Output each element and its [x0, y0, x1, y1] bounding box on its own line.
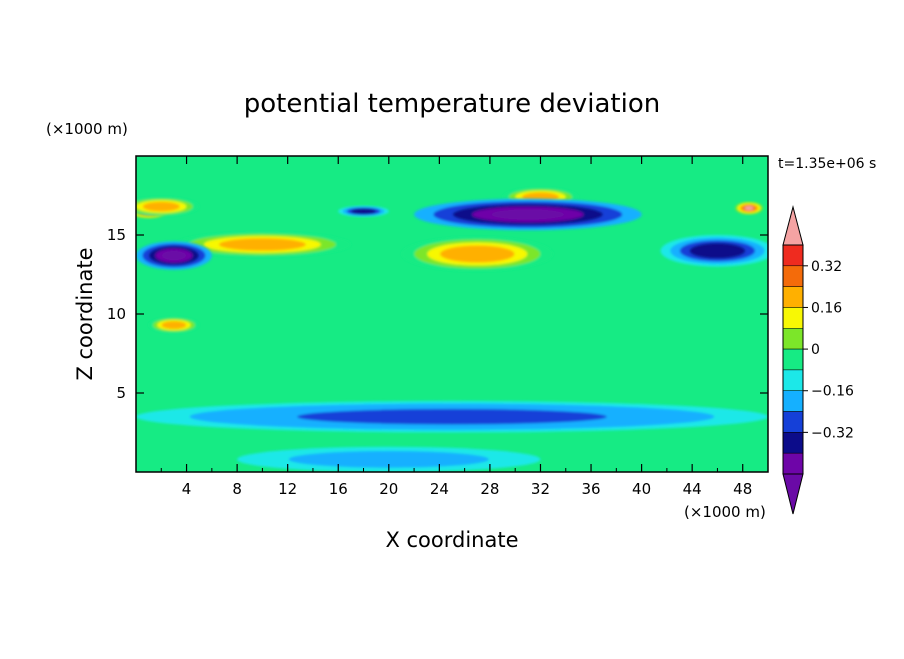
y-tick-label: 5: [116, 384, 126, 402]
contour-feature-cold: [237, 446, 541, 472]
x-tick-label: 40: [632, 480, 651, 498]
colorbar-box: [782, 328, 804, 350]
contour-level: [234, 240, 291, 249]
x-tick-label: 4: [182, 480, 192, 498]
contour-fields: [136, 187, 768, 472]
x-tick-label: 32: [531, 480, 550, 498]
contour-feature-warm: [401, 236, 554, 272]
colorbar-min-triangle: [782, 473, 804, 515]
time-label: t=1.35e+06 s: [778, 156, 876, 172]
colorbar-tick-label: 0.32: [811, 259, 842, 275]
x-tick-label: 28: [480, 480, 499, 498]
contour-feature-cold: [338, 205, 389, 217]
colorbar-box: [782, 286, 804, 308]
y-tick-label: 10: [107, 305, 126, 323]
x-tick-label: 16: [329, 480, 348, 498]
colorbar-box: [782, 369, 804, 391]
y-axis: 5 10 15: [107, 226, 768, 402]
x-tick-label: 8: [232, 480, 242, 498]
x-axis: 4 8 12 16 20 24 28 32 36 40 44 48: [160, 156, 752, 498]
colorbar-tick-label: 0: [811, 342, 820, 358]
colorbar: 0.32 0.16 0 −0.16 −0.32: [782, 205, 854, 515]
colorbar-box: [782, 390, 804, 412]
colorbar-box: [782, 348, 804, 371]
colorbar-frame: [782, 244, 804, 475]
colorbar-box: [782, 411, 804, 433]
contour-feature-cold: [660, 235, 768, 267]
colorbar-tick-label: −0.32: [811, 425, 854, 441]
x-tick-label: 36: [581, 480, 600, 498]
colorbar-box: [782, 432, 804, 454]
contour-feature-cold: [414, 198, 642, 231]
contour-level: [744, 206, 754, 211]
colorbar-box: [782, 244, 804, 267]
x-tick-label: 12: [278, 480, 297, 498]
contour-level: [453, 248, 502, 260]
contour-level: [699, 245, 736, 256]
contour-level: [161, 250, 187, 261]
x-axis-label: X coordinate: [385, 528, 518, 552]
contour-feature-warm: [173, 231, 351, 258]
contour-feature-warm: [136, 197, 200, 217]
x-unit-label: (×1000 m): [684, 503, 766, 521]
x-tick-label: 20: [379, 480, 398, 498]
y-tick-label: 15: [107, 226, 126, 244]
contour-feature-cold: [136, 400, 768, 433]
x-tick-label: 44: [683, 480, 702, 498]
colorbar-tick-label: 0.16: [811, 300, 842, 316]
y-unit-label: (×1000 m): [46, 120, 128, 138]
x-tick-label: 48: [733, 480, 752, 498]
contour-level: [149, 203, 174, 210]
colorbar-box: [782, 265, 804, 287]
contour-feature-warm: [148, 317, 200, 333]
contour-level: [350, 411, 554, 422]
contour-level: [528, 194, 553, 201]
colorbar-tick-label: −0.16: [811, 384, 854, 400]
y-axis-label: Z coordinate: [73, 247, 97, 380]
contour-level: [355, 209, 372, 214]
contour-feature-cold: [136, 241, 212, 270]
colorbar-box: [782, 452, 804, 475]
contour-feature-warm: [735, 201, 763, 215]
chart-title: potential temperature deviation: [244, 89, 660, 119]
colorbar-box: [782, 307, 804, 329]
plot-area: [136, 156, 768, 472]
contour-level: [165, 322, 183, 328]
colorbar-max-triangle: [782, 205, 804, 246]
contour-level: [491, 209, 565, 220]
contour-level: [340, 455, 438, 464]
x-tick-label: 24: [430, 480, 449, 498]
